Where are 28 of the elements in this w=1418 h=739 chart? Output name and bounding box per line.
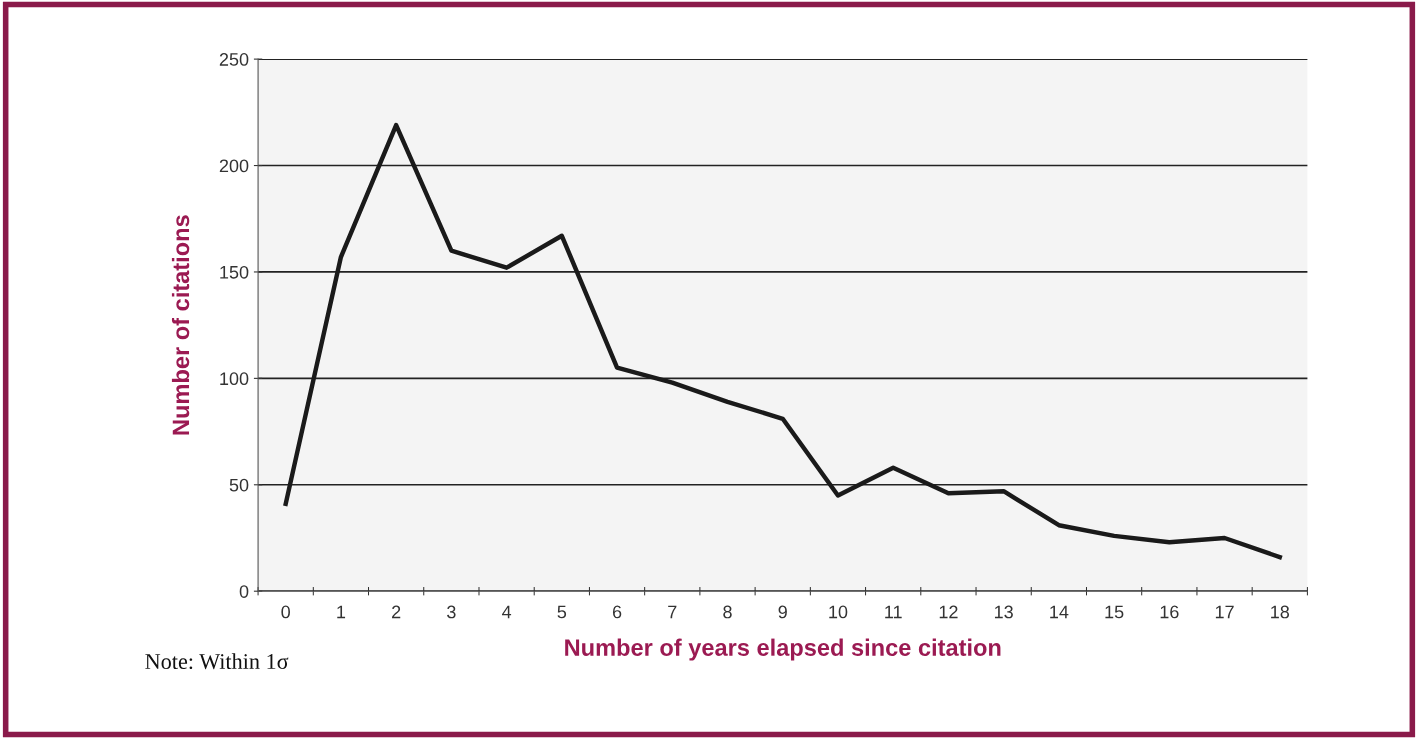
- x-tick-label: 14: [1050, 605, 1069, 619]
- x-axis-title: Number of years elapsed since citation: [565, 638, 1001, 661]
- x-tick-label: 6: [612, 605, 622, 619]
- x-tick-label: 7: [668, 605, 677, 619]
- x-tick-label: 10: [829, 605, 848, 619]
- x-tick-label: 12: [939, 605, 958, 619]
- x-tick-label: 5: [557, 605, 567, 619]
- x-tick-label: 11: [885, 605, 902, 619]
- x-tick-label: 8: [723, 605, 732, 619]
- x-tick-label: 18: [1271, 605, 1290, 619]
- x-tick-label: 3: [447, 605, 456, 619]
- x-tick-label: 9: [778, 605, 787, 619]
- text: Note: Within 1σ: [145, 653, 289, 670]
- x-tick-label: 15: [1105, 605, 1124, 619]
- y-tick-label: 150: [220, 265, 249, 279]
- y-tick-label: 100: [220, 372, 249, 386]
- x-tick-label: 16: [1160, 605, 1179, 619]
- x-tick-label: 2: [392, 605, 401, 619]
- x-tick-label: 0: [281, 605, 290, 619]
- x-tick-label: 13: [994, 605, 1013, 619]
- y-axis-title: Number of citations: [171, 215, 190, 435]
- y-tick-label: 50: [229, 478, 249, 492]
- y-tick-label: 250: [219, 53, 249, 66]
- x-tick-label: 17: [1215, 605, 1234, 619]
- y-tick-label: 0: [239, 585, 249, 598]
- y-tick-label: 200: [219, 159, 249, 173]
- x-tick-label: 1: [337, 605, 346, 619]
- x-tick-label: 4: [501, 605, 512, 619]
